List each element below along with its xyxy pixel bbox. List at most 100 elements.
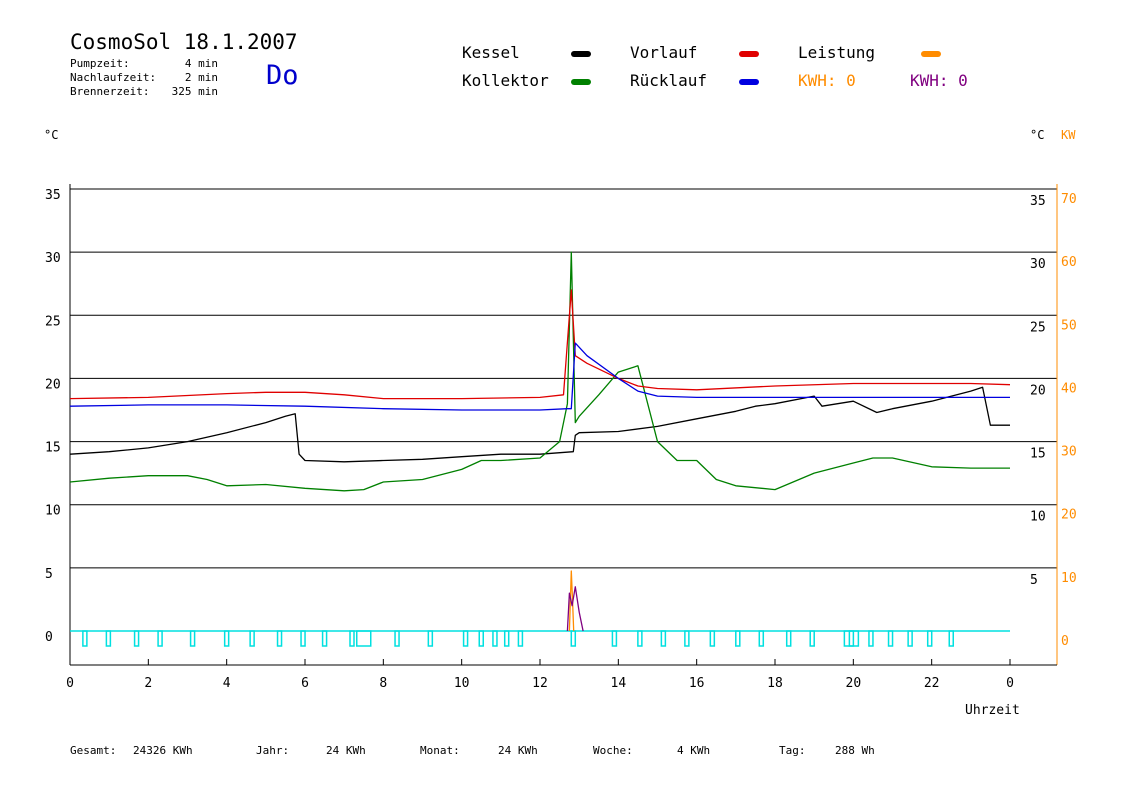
x-tick-label-7: 14 (611, 676, 627, 691)
y-tick-label-right-15: 15 (1030, 447, 1046, 462)
pump-marker-15 (492, 630, 498, 647)
pump-marker-31 (907, 630, 913, 647)
stat-nachlaufzeit-value: 2 min (184, 71, 218, 84)
y2-tick-label-30: 30 (1061, 445, 1077, 460)
y-tick-label-left-0: 0 (45, 630, 53, 645)
weekday-label: Do (266, 60, 299, 91)
pump-marker-14 (478, 630, 484, 647)
pump-marker-5 (223, 630, 230, 647)
legend-kwh-purple: KWH: 0 (910, 71, 968, 90)
series-line-kessel (69, 386, 1010, 463)
stat-brennerzeit-label: Brennerzeit: (70, 85, 150, 98)
pump-marker-0 (82, 630, 88, 647)
y-tick-label-right-20: 20 (1030, 383, 1046, 398)
pump-marker-19 (611, 630, 618, 647)
stat-pumpzeit-value: 4 min (184, 57, 218, 70)
pump-marker-17 (517, 630, 524, 647)
legend-ruecklauf-label: Rücklauf (630, 71, 708, 90)
pump-marker-18 (570, 630, 577, 647)
pump-marker-26 (785, 630, 792, 647)
pump-marker-wide-0 (356, 630, 372, 647)
x-tick-label-3: 6 (301, 676, 309, 691)
y2-tick-label-40: 40 (1061, 381, 1077, 396)
footer-monat-value: 24 KWh (498, 744, 538, 757)
y-tick-label-left-15: 15 (45, 441, 61, 456)
legend-vorlauf-label: Vorlauf (630, 43, 698, 62)
y-tick-label-right-35: 35 (1030, 194, 1046, 209)
footer-monat-label: Monat: (420, 744, 460, 757)
x-tick-label-12: 0 (1006, 676, 1014, 691)
footer-jahr-value: 24 KWh (326, 744, 366, 757)
footer-tag-label: Tag: (779, 744, 806, 757)
pump-marker-27 (809, 630, 815, 647)
stat-pumpzeit-label: Pumpzeit: (70, 57, 130, 70)
pump-marker-wide-1 (843, 630, 860, 647)
legend-kwh-orange: KWH: 0 (798, 71, 856, 90)
legend-kollektor-swatch (571, 79, 591, 85)
footer-gesamt-label: Gesamt: (70, 744, 117, 757)
legend-kessel-swatch (571, 51, 591, 57)
pump-marker-30 (887, 630, 894, 647)
pump-marker-2 (133, 630, 140, 647)
footer-jahr-label: Jahr: (256, 744, 290, 757)
y2-tick-label-60: 60 (1061, 255, 1077, 270)
y-tick-label-right-25: 25 (1030, 320, 1046, 335)
series-line-leistung (568, 570, 575, 632)
pump-marker-7 (276, 630, 283, 647)
pump-marker-32 (926, 630, 933, 647)
y2-tick-label-10: 10 (1061, 571, 1077, 586)
pump-marker-29 (868, 630, 874, 647)
x-tick-label-4: 8 (379, 676, 387, 691)
legend-vorlauf-swatch (739, 51, 759, 57)
pump-marker-33 (948, 630, 954, 647)
left-axis-unit: °C (44, 128, 59, 142)
y-tick-label-right-5: 5 (1030, 573, 1038, 588)
pump-marker-16 (503, 630, 510, 647)
pump-marker-8 (300, 630, 306, 647)
footer-woche-value: 4 KWh (677, 744, 711, 757)
pump-marker-13 (462, 630, 469, 647)
right-axis-unit-kw: KW (1061, 128, 1076, 142)
y-tick-label-left-25: 25 (45, 314, 61, 329)
pump-marker-20 (637, 630, 643, 647)
y-tick-label-right-10: 10 (1030, 510, 1046, 525)
y-tick-label-left-10: 10 (45, 504, 61, 519)
y2-tick-label-50: 50 (1061, 318, 1077, 333)
x-axis-title: Uhrzeit (965, 703, 1020, 718)
stat-nachlaufzeit-label: Nachlaufzeit: (70, 71, 157, 84)
footer-tag-value: 288 Wh (835, 744, 875, 757)
x-tick-label-10: 20 (846, 676, 862, 691)
x-tick-label-1: 2 (144, 676, 152, 691)
x-tick-label-2: 4 (223, 676, 231, 691)
x-tick-label-6: 12 (532, 676, 548, 691)
pump-marker-24 (735, 630, 741, 647)
pump-marker-25 (758, 630, 765, 647)
y2-tick-label-20: 20 (1061, 508, 1077, 523)
pump-marker-10 (349, 630, 355, 647)
pump-marker-9 (321, 630, 328, 647)
x-tick-label-11: 22 (924, 676, 940, 691)
right-axis-unit-celsius: °C (1030, 128, 1045, 142)
x-tick-label-8: 16 (689, 676, 705, 691)
legend-leistung-swatch (921, 51, 941, 57)
pump-marker-12 (427, 630, 434, 647)
pump-marker-28 (848, 630, 855, 647)
y2-tick-label-0: 0 (1061, 634, 1069, 649)
series-line-vorlauf (69, 289, 1011, 400)
series-line-kollektor (69, 251, 1010, 492)
pump-marker-22 (684, 630, 690, 647)
x-tick-label-5: 10 (454, 676, 470, 691)
y-tick-label-left-30: 30 (45, 251, 61, 266)
pump-marker-4 (189, 630, 196, 647)
y-tick-label-right-30: 30 (1030, 257, 1046, 272)
footer-woche-label: Woche: (593, 744, 633, 757)
pump-marker-1 (105, 630, 112, 647)
pump-marker-23 (709, 630, 716, 647)
y-tick-label-left-35: 35 (45, 188, 61, 203)
x-tick-label-9: 18 (767, 676, 783, 691)
y-tick-label-left-5: 5 (45, 567, 53, 582)
legend-ruecklauf-swatch (739, 79, 759, 85)
y-tick-label-left-20: 20 (45, 377, 61, 392)
series-line-rücklauf (69, 342, 1010, 411)
y2-tick-label-70: 70 (1061, 192, 1077, 207)
